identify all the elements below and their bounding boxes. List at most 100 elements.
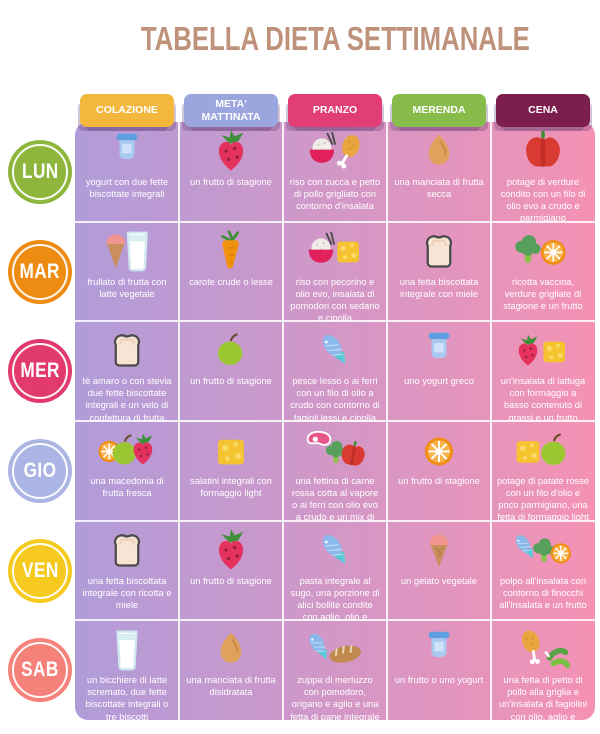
tab-slot-pranzo: PRANZO	[283, 94, 387, 127]
row-divider	[75, 519, 595, 522]
meal-description: tè amaro o con stevia due fette biscotta…	[82, 376, 172, 421]
day-label: SAB	[21, 658, 59, 682]
meal-description: yogurt con due fette biscottate integral…	[85, 177, 169, 200]
strawberry-icon	[201, 527, 261, 574]
cell-sab-meta-mattinata: una manciata di frutta disidratata	[179, 620, 283, 720]
yogurt-icon	[409, 626, 469, 673]
cheese-apple-icon	[513, 427, 573, 474]
page-title: TABELLA DIETA SETTIMANALE	[75, 20, 595, 58]
cell-mer-merenda: uno yogurt greco	[387, 321, 491, 421]
rice-cheese-icon	[305, 228, 365, 275]
cell-mer-colazione: tè amaro o con stevia due fette biscotta…	[75, 321, 179, 421]
tab-label: CENA	[528, 104, 558, 117]
meal-description: potage di patate rosse con un filo d'oli…	[497, 475, 590, 521]
column-headers: COLAZIONE META' MATTINATA PRANZO MERENDA CEN…	[75, 94, 595, 127]
meal-description: un frutto o uno yogurt	[394, 675, 484, 686]
meal-description: un frutto di stagione	[398, 475, 480, 486]
cell-ven-merenda: un gelato vegetale	[387, 521, 491, 621]
almond-icon	[201, 626, 261, 673]
cell-sab-pranzo: zuppa di merluzzo con pomodoro, origano …	[283, 620, 387, 720]
meal-description: polpo all'insalata con contorno di finoc…	[499, 575, 587, 610]
cell-lun-meta-mattinata: un frutto di stagione	[179, 122, 283, 222]
cell-gio-cena: potage di patate rosse con un filo d'oli…	[491, 421, 595, 521]
tab-merenda: MERENDA	[392, 94, 486, 127]
bread-icon	[409, 228, 469, 275]
yogurt-icon	[97, 128, 157, 175]
gelato-icon	[409, 527, 469, 574]
meal-description: un frutto di stagione	[190, 376, 272, 387]
row-divider	[75, 420, 595, 422]
diet-table: yogurt con due fette biscottate integral…	[75, 122, 595, 720]
row-divider	[75, 619, 595, 622]
broccoli-orange-icon	[513, 228, 573, 275]
almond-icon	[409, 128, 469, 175]
meal-description: un bicchiere di latte scremato, due fett…	[85, 675, 169, 720]
yogurt-icon	[409, 327, 469, 374]
fruit-salad-icon	[97, 427, 157, 474]
bread-icon	[97, 327, 157, 374]
tab-label: MERENDA	[412, 104, 466, 117]
cell-ven-meta-mattinata: un frutto di stagione	[179, 521, 283, 621]
cell-mar-meta-mattinata: carote crude o lesse	[179, 222, 283, 322]
chicken-beans-icon	[513, 626, 573, 673]
day-circle-ven: VEN	[8, 538, 72, 603]
tab-slot-cena: CENA	[491, 94, 595, 127]
row-divider	[75, 320, 595, 323]
day-label: MER	[20, 359, 60, 383]
cheese-icon	[201, 427, 261, 474]
cell-gio-merenda: un frutto di stagione	[387, 421, 491, 521]
cell-sab-merenda: un frutto o uno yogurt	[387, 620, 491, 720]
cell-lun-cena: potage di verdure condito con un filo di…	[491, 122, 595, 222]
meal-description: zuppa di merluzzo con pomodoro, origano …	[290, 675, 380, 720]
carrot-icon	[201, 228, 261, 275]
meal-description: una manciata di frutta disidratata	[186, 675, 276, 698]
cell-mer-meta-mattinata: un frutto di stagione	[179, 321, 283, 421]
meal-description: pasta integrale al sugo, una porzione di…	[290, 575, 380, 621]
strawberry-cheese-icon	[513, 327, 573, 374]
meal-description: pesce lesso o ai ferri con un filo di ol…	[290, 376, 380, 421]
meal-description: frullato di frutta con latte vegetale	[87, 276, 167, 299]
smoothie-icon	[97, 228, 157, 275]
fish-broccoli-orange-icon	[513, 527, 573, 574]
milk-icon	[97, 626, 157, 673]
tab-pranzo: PRANZO	[288, 94, 382, 127]
meal-description: carote crude o lesse	[189, 276, 273, 287]
meal-description: una fetta di petto di pollo alla griglia…	[498, 675, 588, 720]
tab-label: PRANZO	[312, 104, 358, 117]
day-label: VEN	[21, 558, 59, 582]
page-title-text: TABELLA DIETA SETTIMANALE	[140, 20, 530, 57]
tab-cena: CENA	[496, 94, 590, 127]
meal-description: salatini integrali con formaggio light	[190, 475, 272, 499]
fish-bread-icon	[305, 626, 365, 673]
cell-mar-pranzo: riso con pecorino e olio evo, insalata d…	[283, 222, 387, 321]
meal-description: un frutto di stagione	[190, 575, 272, 586]
cell-gio-meta-mattinata: salatini integrali con formaggio light	[179, 421, 283, 521]
fish-icon	[305, 527, 365, 574]
row-divider	[75, 220, 595, 223]
tab-label: META' MATTINATA	[201, 98, 261, 123]
day-circle-mar: MAR	[8, 239, 72, 304]
tab-label: COLAZIONE	[96, 104, 158, 117]
tab-meta-mattinata: META' MATTINATA	[184, 94, 278, 127]
day-circle-gio: GIO	[8, 438, 72, 503]
cell-sab-cena: una fetta di petto di pollo alla griglia…	[491, 620, 595, 720]
day-circle-lun: LUN	[8, 139, 72, 204]
meal-description: potage di verdure condito con un filo di…	[500, 177, 586, 222]
meal-description: una macedonia di frutta fresca	[90, 475, 164, 499]
day-circle-mer: MER	[8, 339, 72, 404]
cell-lun-colazione: yogurt con due fette biscottate integral…	[75, 122, 179, 222]
tab-slot-colazione: COLAZIONE	[75, 94, 179, 127]
diet-grid: yogurt con due fette biscottate integral…	[75, 122, 595, 720]
cell-ven-pranzo: pasta integrale al sugo, una porzione di…	[283, 521, 387, 621]
cell-mer-cena: un'insalata di lattuga con formaggio a b…	[491, 321, 595, 421]
fish-icon	[305, 327, 365, 374]
meal-description: un frutto di stagione	[190, 177, 272, 187]
cell-mer-pranzo: pesce lesso o ai ferri con un filo di ol…	[283, 321, 387, 421]
meal-description: una fettina di carne rossa cotta al vapo…	[291, 475, 379, 521]
meat-vegetables-icon	[305, 427, 365, 474]
cell-lun-pranzo: riso con zucca e petto di pollo grigliat…	[283, 122, 387, 222]
pepper-icon	[513, 128, 573, 175]
cell-mar-merenda: una fetta biscottata integrale con miele	[387, 222, 491, 322]
rice-chicken-icon	[305, 128, 365, 175]
